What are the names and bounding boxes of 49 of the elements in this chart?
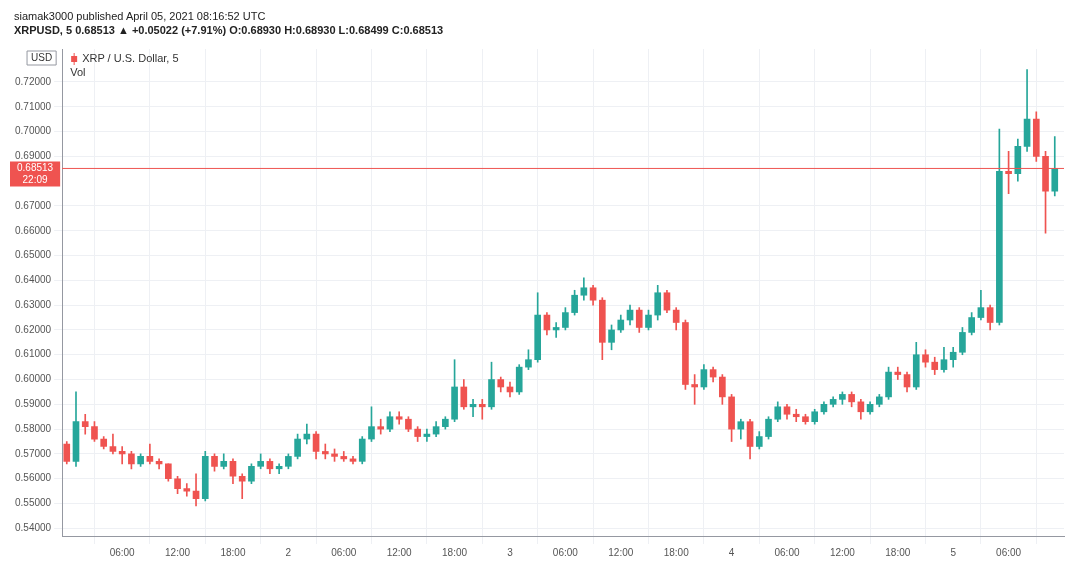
x-tick-label: 12:00 bbox=[829, 546, 856, 558]
candlestick bbox=[894, 366, 902, 380]
x-tick-label: 18:00 bbox=[220, 546, 246, 558]
y-tick-label: 0.58000 bbox=[14, 422, 52, 434]
x-tick-label: 18:00 bbox=[885, 546, 911, 558]
y-tick-label: 0.63000 bbox=[14, 298, 52, 310]
y-tick-label: 0.71000 bbox=[14, 100, 52, 112]
y-tick-label: 0.65000 bbox=[14, 249, 52, 261]
chart-subtitle: XRPUSD, 5 0.68513 ▲ +0.05022 (+7.91%) O:0.68930 H:0.68930 L:0.68499 C:0.68513 bbox=[13, 24, 445, 38]
y-tick-label: 0.59000 bbox=[14, 398, 52, 410]
y-tick-label: 0.55000 bbox=[14, 497, 52, 509]
chart-title: siamak3000 published April 05, 2021 08:16:52 UTC bbox=[13, 9, 267, 24]
x-tick-label: 06:00 bbox=[774, 546, 800, 558]
x-tick-label: 18:00 bbox=[663, 546, 690, 558]
x-tick-label: 12:00 bbox=[386, 546, 413, 558]
y-tick-label: 0.56000 bbox=[14, 472, 52, 484]
y-tick-label: 0.66000 bbox=[14, 224, 52, 236]
candlestick bbox=[321, 443, 329, 460]
y-tick-label: 0.67000 bbox=[14, 199, 52, 211]
x-tick-label: 4 bbox=[728, 546, 735, 558]
x-tick-label: 06:00 bbox=[552, 546, 579, 558]
y-tick-label: 0.54000 bbox=[14, 522, 52, 534]
x-tick-label: 06:00 bbox=[996, 546, 1022, 558]
ref-line-label: 0.68513 bbox=[17, 162, 54, 174]
y-tick-label: 0.64000 bbox=[14, 274, 52, 286]
x-tick-label: 2 bbox=[285, 546, 292, 558]
y-tick-label: 0.69000 bbox=[14, 150, 52, 162]
legend-label: XRP / U.S. Dollar, 5 bbox=[82, 52, 179, 65]
candlestick bbox=[183, 483, 191, 497]
y-tick-label: 0.61000 bbox=[14, 348, 52, 360]
x-tick-label: 06:00 bbox=[109, 546, 136, 558]
x-tick-label: 12:00 bbox=[165, 546, 191, 558]
x-tick-label: 3 bbox=[507, 546, 514, 558]
y-tick-label: 0.72000 bbox=[14, 75, 52, 87]
y-tick-label: 0.57000 bbox=[14, 447, 52, 459]
x-tick-label: 5 bbox=[950, 546, 957, 558]
candlestick bbox=[238, 473, 246, 499]
candlestick bbox=[377, 418, 385, 435]
candlestick bbox=[478, 399, 486, 420]
annotation: Vol bbox=[70, 66, 86, 79]
x-tick-label: 12:00 bbox=[608, 546, 634, 558]
candlestick bbox=[792, 408, 800, 423]
x-tick-label: 06:00 bbox=[331, 546, 357, 558]
x-tick-label: 18:00 bbox=[442, 546, 468, 558]
y-tick-label: 0.62000 bbox=[14, 323, 52, 335]
text: 22:09 bbox=[22, 174, 49, 186]
y-tick-label: 0.60000 bbox=[14, 373, 52, 385]
y-axis-title: USD bbox=[31, 51, 53, 63]
y-tick-label: 0.70000 bbox=[14, 125, 52, 137]
